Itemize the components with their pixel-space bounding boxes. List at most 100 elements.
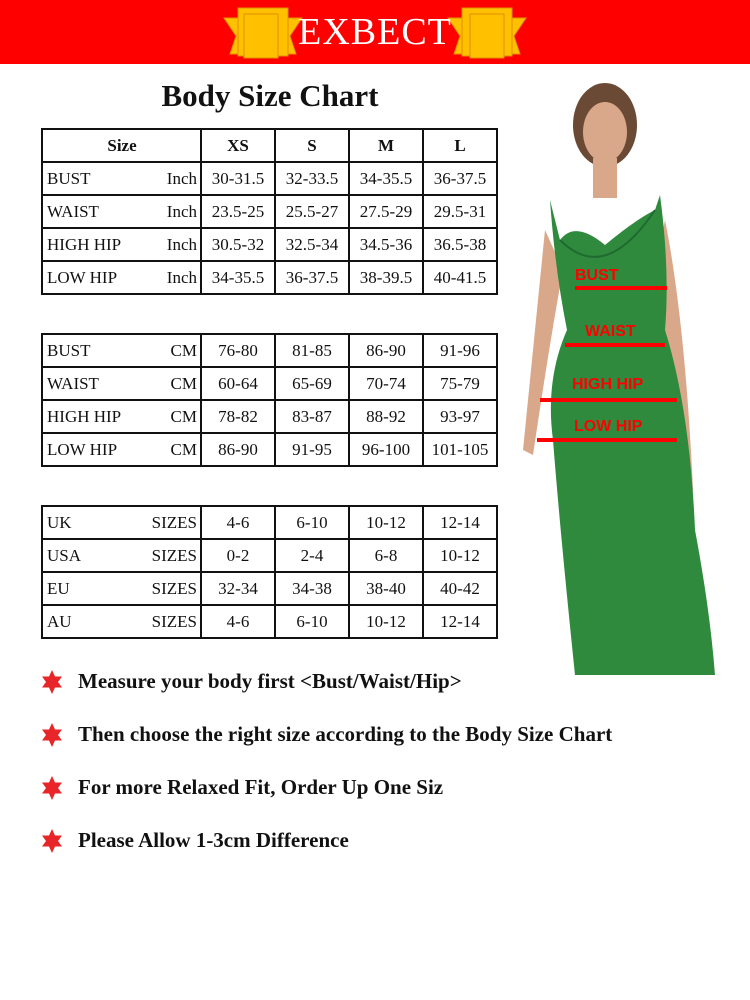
size-tips-list: Measure your body first <Bust/Waist/Hip>… <box>40 655 612 867</box>
table-row: UK SIZES 4-6 6-10 10-12 12-14 <box>41 505 498 540</box>
dress-figure <box>523 83 715 675</box>
value-cell: 75-79 <box>422 366 498 401</box>
value-cell: 30.5-32 <box>200 227 276 262</box>
value-cell: 78-82 <box>200 399 276 434</box>
value-cell: 76-80 <box>200 333 276 368</box>
value-cell: 86-90 <box>348 333 424 368</box>
measure-label: EU <box>47 578 70 598</box>
unit-label: CM <box>170 373 197 393</box>
measure-label: USA <box>47 545 82 565</box>
value-cell: 10-12 <box>422 538 498 573</box>
value-cell: 83-87 <box>274 399 350 434</box>
row-label-cell: HIGH HIP Inch <box>41 227 202 262</box>
high-hip-label: HIGH HIP <box>572 376 644 393</box>
value-cell: 32-33.5 <box>274 161 350 196</box>
ribbon-icon <box>223 7 303 59</box>
row-label-cell: UK SIZES <box>41 505 202 540</box>
red-star-icon <box>42 669 62 694</box>
measure-label: HIGH HIP <box>47 234 122 254</box>
table-row: USA SIZES 0-2 2-4 6-8 10-12 <box>41 538 498 573</box>
tip-item: For more Relaxed Fit, Order Up One Siz <box>40 761 612 814</box>
value-cell: 91-96 <box>422 333 498 368</box>
table-header-row: Size XS S M L <box>41 128 498 163</box>
unit-label: Inch <box>166 168 197 188</box>
value-cell: 27.5-29 <box>348 194 424 229</box>
unit-label: CM <box>170 406 197 426</box>
value-cell: 34-35.5 <box>200 260 276 295</box>
header-cell: XS <box>200 128 276 163</box>
table-row: HIGH HIP Inch 30.5-32 32.5-34 34.5-36 36.5-38 <box>41 227 498 262</box>
row-label-cell: LOW HIP CM <box>41 432 202 467</box>
value-cell: 40-41.5 <box>422 260 498 295</box>
value-cell: 4-6 <box>200 604 276 639</box>
value-cell: 12-14 <box>422 604 498 639</box>
measure-label: WAIST <box>47 373 99 393</box>
value-cell: 4-6 <box>200 505 276 540</box>
value-cell: 38-40 <box>348 571 424 606</box>
value-cell: 36-37.5 <box>422 161 498 196</box>
value-cell: 88-92 <box>348 399 424 434</box>
measure-label: LOW HIP <box>47 267 118 287</box>
value-cell: 101-105 <box>422 432 498 467</box>
value-cell: 81-85 <box>274 333 350 368</box>
unit-label: CM <box>170 340 197 360</box>
header-cell: S <box>274 128 350 163</box>
row-label-cell: WAIST Inch <box>41 194 202 229</box>
value-cell: 38-39.5 <box>348 260 424 295</box>
value-cell: 0-2 <box>200 538 276 573</box>
value-cell: 65-69 <box>274 366 350 401</box>
red-star-icon <box>42 722 62 747</box>
value-cell: 30-31.5 <box>200 161 276 196</box>
unit-label: Inch <box>166 201 197 221</box>
header-cell: Size <box>41 128 202 163</box>
brand-name: EXBECT <box>298 11 452 53</box>
measure-label: UK <box>47 512 72 532</box>
row-label-cell: USA SIZES <box>41 538 202 573</box>
value-cell: 6-10 <box>274 505 350 540</box>
value-cell: 10-12 <box>348 604 424 639</box>
value-cell: 25.5-27 <box>274 194 350 229</box>
value-cell: 91-95 <box>274 432 350 467</box>
unit-label: SIZES <box>151 512 197 532</box>
header-cell: L <box>422 128 498 163</box>
value-cell: 93-97 <box>422 399 498 434</box>
header-cell: M <box>348 128 424 163</box>
row-label-cell: EU SIZES <box>41 571 202 606</box>
row-label-cell: WAIST CM <box>41 366 202 401</box>
value-cell: 36-37.5 <box>274 260 350 295</box>
waist-label: WAIST <box>585 323 636 340</box>
table-row: WAIST Inch 23.5-25 25.5-27 27.5-29 29.5-31 <box>41 194 498 229</box>
measure-label: AU <box>47 611 72 631</box>
cm-size-table: BUST CM 76-80 81-85 86-90 91-96 WAIST CM 60-64 65… <box>41 333 498 467</box>
inch-size-table: Size XS S M L BUST Inch 30-31.5 32-33.5 34-3… <box>41 128 498 295</box>
value-cell: 96-100 <box>348 432 424 467</box>
unit-label: SIZES <box>151 578 197 598</box>
tip-text: For more Relaxed Fit, Order Up One Siz <box>78 775 444 799</box>
row-label-cell: HIGH HIP CM <box>41 399 202 434</box>
unit-label: CM <box>170 439 197 459</box>
value-cell: 70-74 <box>348 366 424 401</box>
value-cell: 86-90 <box>200 432 276 467</box>
tip-item: Measure your body first <Bust/Waist/Hip> <box>40 655 612 708</box>
table-row: BUST Inch 30-31.5 32-33.5 34-35.5 36-37.5 <box>41 161 498 196</box>
tip-text: Measure your body first <Bust/Waist/Hip> <box>78 669 462 693</box>
measure-label: WAIST <box>47 201 99 221</box>
measure-label: LOW HIP <box>47 439 118 459</box>
row-label-cell: BUST Inch <box>41 161 202 196</box>
value-cell: 34-38 <box>274 571 350 606</box>
unit-label: SIZES <box>151 611 197 631</box>
tip-item: Then choose the right size according to … <box>40 708 612 761</box>
value-cell: 34-35.5 <box>348 161 424 196</box>
value-cell: 36.5-38 <box>422 227 498 262</box>
red-star-icon <box>42 775 62 800</box>
tip-text: Please Allow 1-3cm Difference <box>78 828 349 852</box>
value-cell: 6-8 <box>348 538 424 573</box>
table-row: HIGH HIP CM 78-82 83-87 88-92 93-97 <box>41 399 498 434</box>
value-cell: 40-42 <box>422 571 498 606</box>
value-cell: 10-12 <box>348 505 424 540</box>
value-cell: 6-10 <box>274 604 350 639</box>
bust-label: BUST <box>575 267 619 284</box>
value-cell: 32.5-34 <box>274 227 350 262</box>
unit-label: SIZES <box>151 545 197 565</box>
table-row: LOW HIP Inch 34-35.5 36-37.5 38-39.5 40-41.5 <box>41 260 498 295</box>
